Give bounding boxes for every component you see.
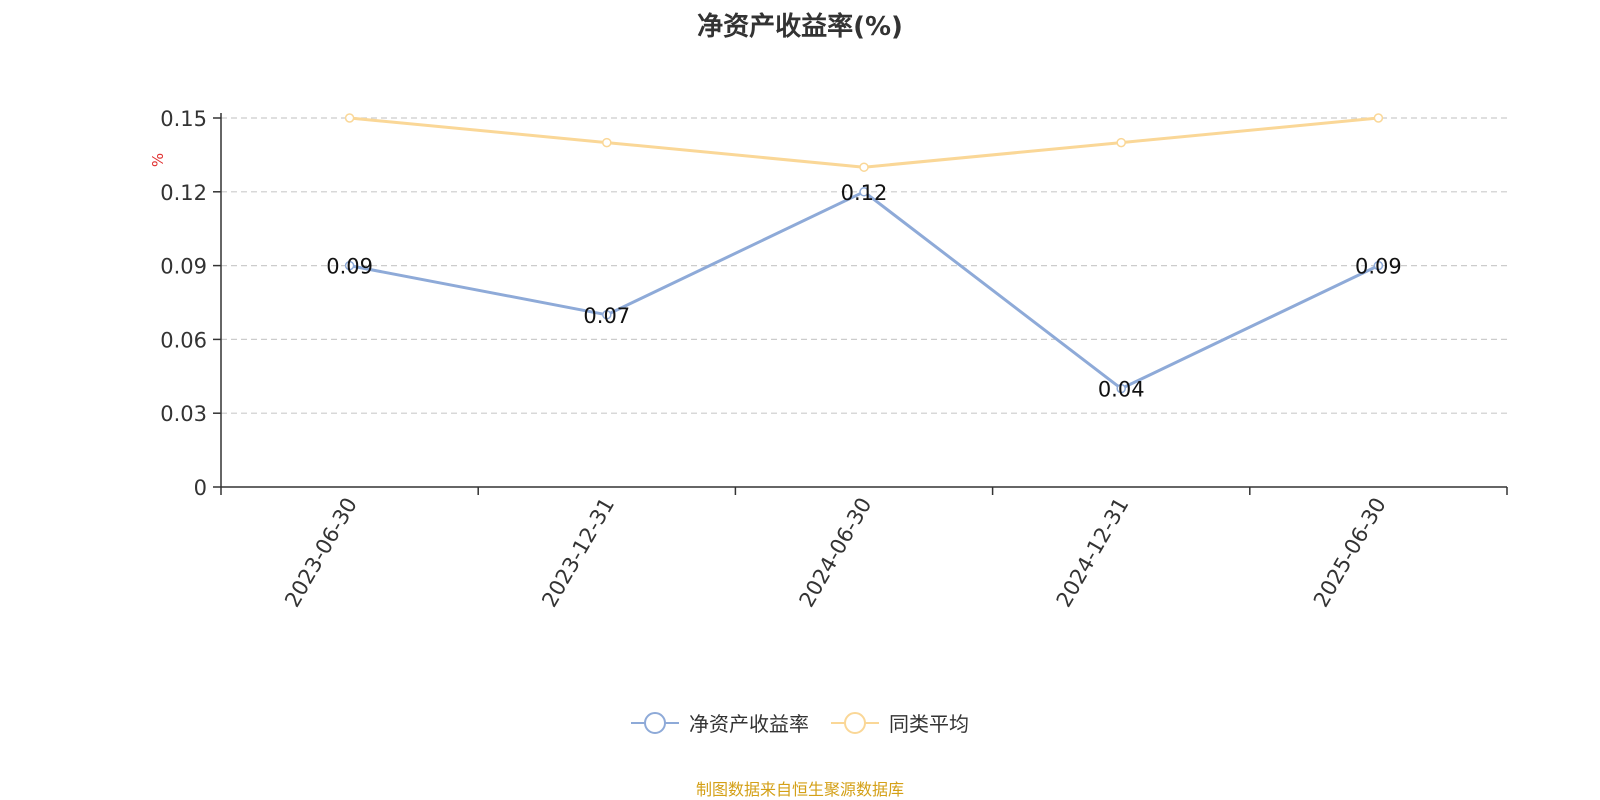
data-point bbox=[1116, 137, 1126, 148]
legend-label-roe: 净资产收益率 bbox=[689, 712, 809, 736]
data-point bbox=[1116, 383, 1126, 394]
data-point bbox=[344, 113, 355, 123]
x-tick-label: 2023-12-31 bbox=[537, 494, 619, 612]
y-tick-label: 0.12 bbox=[160, 181, 207, 205]
series-line bbox=[349, 116, 1379, 169]
y-tick-label: 0 bbox=[194, 476, 207, 500]
data-point bbox=[859, 187, 869, 197]
legend-label-peer-average: 同类平均 bbox=[889, 712, 969, 736]
x-tick-label: 2024-06-30 bbox=[795, 494, 877, 612]
source-note: 制图数据来自恒生聚源数据库 bbox=[695, 780, 904, 799]
legend-line-marker-icon bbox=[831, 711, 879, 734]
x-tick-label: 2023-06-30 bbox=[280, 494, 362, 612]
x-tick-label: 2025-06-30 bbox=[1309, 494, 1391, 612]
data-label: 0.12 bbox=[841, 181, 888, 205]
data-label: 0.07 bbox=[583, 304, 630, 328]
data-label: 0.09 bbox=[1355, 255, 1402, 279]
data-label: 0.04 bbox=[1098, 378, 1145, 402]
data-label: 0.09 bbox=[326, 255, 373, 279]
data-point bbox=[602, 310, 612, 320]
legend-line-marker-icon bbox=[631, 711, 679, 734]
legend-item-roe[interactable]: 净资产收益率 bbox=[631, 708, 809, 737]
y-axis-label: % bbox=[149, 153, 167, 167]
data-point bbox=[602, 137, 612, 148]
line-chart: 0 0.03 0.06 0.09 0.12 0.15% 2023-06-30 2023-12-… bbox=[149, 107, 1508, 612]
x-tick-label: 2024-12-31 bbox=[1052, 494, 1134, 612]
y-tick-label: 0.09 bbox=[160, 255, 207, 279]
chart-title: 净资产收益率(%) bbox=[697, 12, 903, 42]
y-tick-label: 0.06 bbox=[160, 328, 207, 352]
y-tick-label: 0.15 bbox=[160, 107, 207, 131]
data-point bbox=[1373, 260, 1384, 271]
legend-item-peer-average[interactable]: 同类平均 bbox=[831, 708, 969, 737]
data-point bbox=[344, 260, 355, 271]
data-point bbox=[1373, 113, 1384, 123]
y-tick-label: 0.03 bbox=[160, 402, 207, 426]
series-line bbox=[349, 190, 1380, 391]
data-point bbox=[859, 162, 869, 172]
legend: 净资产收益率 同类平均 bbox=[0, 708, 1600, 737]
